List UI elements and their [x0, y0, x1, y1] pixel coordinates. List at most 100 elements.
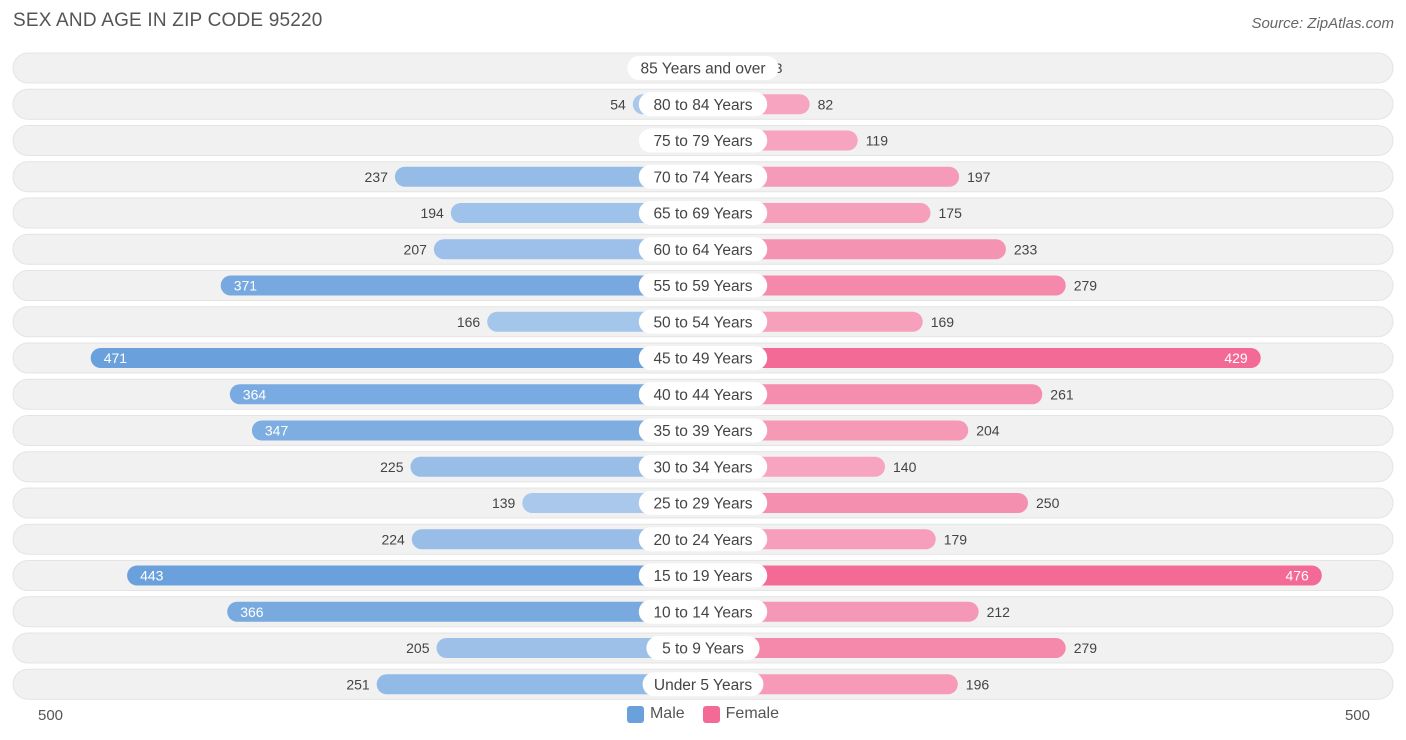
- female-bar: [703, 493, 1028, 513]
- category-label-background: [638, 346, 768, 370]
- row-3: 237 197 70 to 74 Years: [12, 161, 1394, 193]
- row-6: 371 279 55 to 59 Years: [12, 270, 1394, 301]
- male-bar: [127, 565, 704, 586]
- female-swatch-icon: [702, 705, 720, 723]
- axis-label-right: 500: [1344, 707, 1370, 724]
- category-label: 60 to 64 Years: [653, 242, 752, 259]
- male-value-label: 371: [234, 278, 258, 294]
- row-17: 251 196 Under 5 Years: [12, 668, 1394, 700]
- category-label: 30 to 34 Years: [653, 459, 752, 476]
- row-10: 347 204 35 to 39 Years: [12, 415, 1394, 446]
- category-label: 35 to 39 Years: [653, 423, 752, 440]
- category-label: 40 to 44 Years: [653, 387, 752, 404]
- row-15: 366 212 10 to 14 Years: [12, 596, 1394, 628]
- category-label-background: [638, 527, 768, 552]
- row-13: 224 179 20 to 24 Years: [12, 523, 1394, 555]
- category-label-background: [638, 128, 768, 153]
- female-value-label: 212: [987, 604, 1011, 620]
- male-value-label: 194: [420, 205, 444, 221]
- category-label: 70 to 74 Years: [653, 169, 752, 186]
- category-label: 15 to 19 Years: [653, 568, 752, 585]
- legend-label-female: Female: [725, 705, 780, 722]
- male-value-label: 347: [265, 423, 289, 439]
- male-bar: [229, 384, 704, 405]
- male-bar: [436, 638, 703, 658]
- male-value-label: 443: [140, 568, 164, 584]
- female-value-label: 429: [1224, 350, 1248, 366]
- row-7: 166 169 50 to 54 Years: [12, 306, 1394, 338]
- female-bar: [703, 348, 1261, 368]
- row-4: 194 175 65 to 69 Years: [12, 197, 1394, 229]
- category-label-background: [646, 636, 760, 660]
- legend-item-female: Female: [702, 705, 780, 723]
- category-label-background: [638, 164, 768, 189]
- category-label: 75 to 79 Years: [653, 133, 752, 150]
- category-label-background: [638, 418, 768, 443]
- row-1: 54 82 80 to 84 Years: [12, 88, 1394, 120]
- male-bar: [220, 275, 703, 296]
- axis-label-left: 500: [38, 707, 64, 724]
- male-value-label: 207: [404, 241, 428, 257]
- legend-label-male: Male: [649, 705, 685, 722]
- female-value-label: 82: [818, 96, 834, 112]
- male-bar: [376, 674, 703, 695]
- female-bar: [703, 674, 958, 695]
- male-value-label: 251: [346, 676, 370, 692]
- male-value-label: 139: [492, 495, 516, 511]
- category-label-background: [638, 563, 768, 588]
- category-label: 85 Years and over: [641, 61, 766, 78]
- row-12: 139 250 25 to 29 Years: [12, 487, 1394, 519]
- male-value-label: 166: [457, 314, 481, 330]
- category-label: 10 to 14 Years: [653, 604, 752, 621]
- female-value-label: 279: [1074, 278, 1098, 294]
- female-bar: [703, 420, 969, 441]
- male-value-label: 364: [243, 386, 267, 402]
- category-label-background: [638, 599, 768, 624]
- female-value-label: 233: [1014, 241, 1038, 257]
- male-bar: [410, 456, 703, 477]
- male-value-label: 54: [610, 96, 626, 112]
- category-label-background: [638, 201, 768, 225]
- category-label-background: [642, 672, 764, 697]
- female-value-label: 204: [976, 423, 1000, 439]
- female-bar: [703, 565, 1322, 586]
- male-bar: [433, 239, 703, 260]
- female-value-label: 250: [1036, 495, 1060, 511]
- category-label-background: [638, 491, 768, 515]
- category-label: 5 to 9 Years: [662, 641, 744, 658]
- row-9: 364 261 40 to 44 Years: [12, 378, 1394, 410]
- female-value-label: 119: [866, 133, 889, 149]
- female-bar: [703, 239, 1006, 260]
- legend: Male Female: [0, 705, 1406, 723]
- category-label-background: [638, 382, 768, 407]
- category-label: 55 to 59 Years: [653, 278, 752, 295]
- category-label-background: [638, 309, 768, 334]
- chart-title: SEX AND AGE IN ZIP CODE 95220: [13, 10, 323, 31]
- category-label: 65 to 69 Years: [653, 206, 752, 223]
- category-label: 80 to 84 Years: [653, 97, 752, 114]
- row-8: 471 429 45 to 49 Years: [12, 342, 1394, 374]
- category-label-background: [638, 237, 768, 262]
- male-value-label: 471: [104, 350, 128, 366]
- category-label: 50 to 54 Years: [653, 314, 752, 331]
- category-label-background: [638, 92, 768, 117]
- male-value-label: 224: [381, 531, 405, 547]
- category-label: Under 5 Years: [654, 677, 752, 694]
- male-bar: [227, 601, 703, 622]
- female-value-label: 279: [1074, 640, 1098, 656]
- female-value-label: 196: [966, 676, 990, 692]
- category-label-background: [638, 273, 768, 298]
- female-bar: [703, 601, 979, 622]
- category-label: 20 to 24 Years: [653, 532, 752, 549]
- male-bar: [90, 348, 703, 368]
- male-bar: [251, 420, 703, 441]
- female-bar: [703, 275, 1066, 296]
- female-value-label: 476: [1285, 568, 1309, 584]
- category-label: 25 to 29 Years: [653, 496, 752, 513]
- male-value-label: 225: [380, 459, 404, 475]
- male-bar: [394, 166, 703, 187]
- category-label: 45 to 49 Years: [653, 351, 752, 368]
- male-bar: [411, 529, 703, 550]
- female-value-label: 261: [1050, 386, 1074, 402]
